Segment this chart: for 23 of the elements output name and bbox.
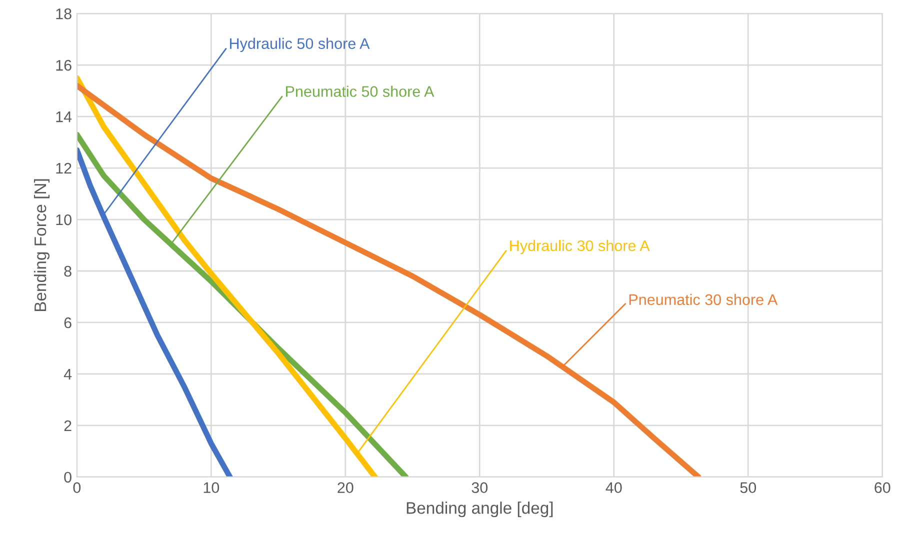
- y-tick-label: 0: [64, 472, 72, 483]
- x-tick-label: 30: [472, 482, 488, 494]
- annotation: Pneumatic 50 shore A: [286, 86, 434, 97]
- x-tick-label: 10: [204, 482, 220, 494]
- y-tick-label: 8: [64, 266, 72, 277]
- y-tick-label: 6: [64, 317, 72, 328]
- y-tick-label: 18: [56, 8, 72, 20]
- annotation: Pneumatic 30 shore A: [629, 294, 778, 306]
- y-tick-label: 10: [56, 214, 72, 226]
- annotation: Hydraulic 30 shore A: [510, 240, 650, 254]
- x-tick-label: 60: [874, 482, 890, 494]
- x-axis-title: Bending angle [deg]: [406, 502, 553, 518]
- x-tick-label: 20: [338, 482, 354, 494]
- y-tick-label: 14: [56, 112, 72, 122]
- x-tick-label: 0: [73, 482, 81, 494]
- y-tick-label: 16: [56, 60, 72, 71]
- y-tick-label: 12: [56, 162, 72, 174]
- x-tick-label: 40: [606, 482, 622, 494]
- y-tick-label: 4: [64, 369, 72, 380]
- y-axis-title: Bending Force [N]: [34, 179, 50, 312]
- y-tick-label: 2: [64, 420, 72, 432]
- annotation: Hydraulic 50 shore A: [230, 38, 370, 52]
- x-tick-label: 50: [740, 482, 756, 494]
